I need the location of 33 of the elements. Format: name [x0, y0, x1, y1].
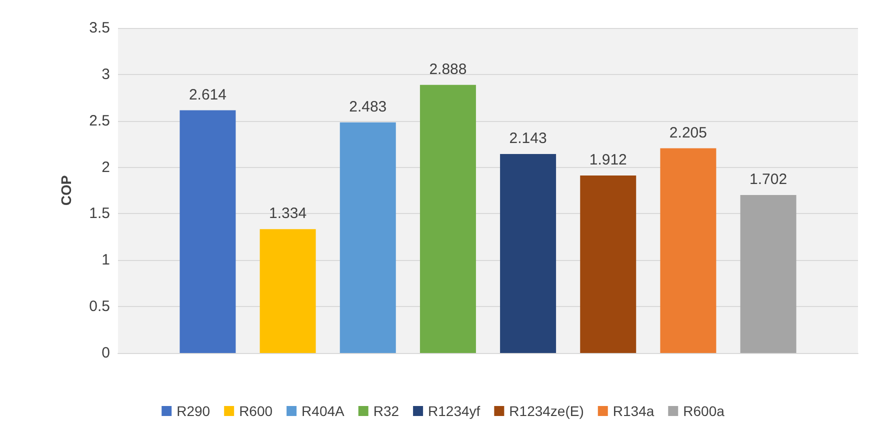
data-label: 2.888 — [429, 60, 467, 78]
legend-label: R290 — [176, 403, 210, 419]
legend-label: R600 — [239, 403, 273, 419]
data-label: 2.614 — [188, 86, 226, 104]
bar — [740, 194, 796, 353]
y-tick-label: 1.5 — [89, 205, 110, 222]
bar — [500, 154, 556, 353]
y-tick-label: 3.5 — [89, 20, 110, 36]
y-tick-label: 0.5 — [89, 298, 110, 316]
bar — [340, 122, 396, 353]
bar — [420, 84, 476, 353]
y-tick-label: 1 — [102, 252, 110, 269]
legend-label: R600a — [683, 403, 725, 419]
data-label: 1.912 — [589, 151, 627, 168]
data-label: 1.334 — [269, 205, 307, 222]
y-tick-label: 2.5 — [89, 112, 110, 130]
data-label: 2.205 — [669, 124, 707, 142]
data-label: 2.483 — [349, 98, 387, 116]
legend-label: R1234ze(E) — [509, 403, 584, 419]
data-label: 1.702 — [750, 170, 788, 188]
y-tick-label: 0 — [102, 344, 110, 362]
bar — [580, 175, 636, 353]
bar — [260, 229, 316, 353]
y-axis-title: COP — [58, 175, 74, 206]
legend-label: R404A — [302, 403, 346, 419]
legend-label: R1234yf — [428, 403, 480, 419]
y-tick-label: 2 — [102, 158, 110, 176]
legend-label: R134a — [612, 403, 654, 419]
data-label: 2.143 — [509, 130, 547, 148]
bar — [660, 148, 716, 353]
y-tick-label: 3 — [102, 66, 110, 83]
bar — [180, 110, 236, 353]
legend-label: R32 — [373, 403, 400, 419]
